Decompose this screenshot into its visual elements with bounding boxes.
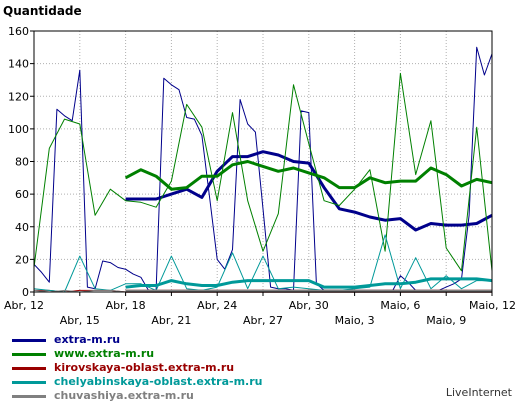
x-tick-label: Abr, 12 bbox=[4, 299, 44, 312]
brand-label: LiveInternet bbox=[445, 386, 512, 399]
line-chart: Quantidade 0 20 40 60 80 100 120 140 160 Abr, 12 Ab… bbox=[3, 4, 516, 327]
legend-swatch bbox=[12, 367, 46, 370]
legend-label: extra-m.ru bbox=[54, 333, 121, 346]
y-tick-label: 60 bbox=[15, 188, 29, 201]
legend-swatch bbox=[12, 353, 46, 356]
series-trend-4 bbox=[125, 277, 493, 289]
x-tick-label: Maio, 3 bbox=[335, 314, 375, 327]
y-tick-label: 120 bbox=[8, 90, 29, 103]
y-tick-label: 80 bbox=[15, 156, 29, 169]
y-tick-label: 40 bbox=[15, 221, 29, 234]
y-tick-label: 160 bbox=[8, 25, 29, 38]
y-tick-label: 0 bbox=[22, 286, 29, 299]
legend-label: chuvashiya.extra-m.ru bbox=[54, 389, 194, 402]
legend-swatch bbox=[12, 395, 46, 398]
legend-swatch bbox=[12, 381, 46, 384]
series-trend-2 bbox=[124, 160, 493, 191]
x-tick-label: Abr, 24 bbox=[197, 299, 237, 312]
x-tick-label: Maio, 9 bbox=[426, 314, 466, 327]
legend-label: chelyabinskaya-oblast.extra-m.ru bbox=[54, 375, 263, 388]
axes bbox=[30, 30, 493, 296]
series-line-2 bbox=[33, 72, 493, 272]
tick-labels: Quantidade 0 20 40 60 80 100 120 140 160 Abr, 12 Ab… bbox=[3, 4, 516, 327]
x-tick-label: Abr, 30 bbox=[289, 299, 329, 312]
x-tick-label: Abr, 15 bbox=[60, 314, 100, 327]
y-tick-label: 140 bbox=[8, 58, 29, 71]
x-tick-label: Abr, 27 bbox=[243, 314, 283, 327]
x-tick-label: Maio, 6 bbox=[380, 299, 420, 312]
x-tick-label: Maio, 12 bbox=[469, 299, 516, 312]
y-tick-label: 20 bbox=[15, 253, 29, 266]
legend-label: kirovskaya-oblast.extra-m.ru bbox=[54, 361, 235, 374]
legend-label: www.extra-m.ru bbox=[54, 347, 155, 360]
y-axis-title: Quantidade bbox=[3, 4, 82, 18]
y-tick-label: 100 bbox=[8, 123, 29, 136]
legend-swatch bbox=[12, 339, 46, 342]
series-trend-1 bbox=[125, 150, 493, 232]
x-tick-label: Abr, 18 bbox=[106, 299, 146, 312]
x-tick-label: Abr, 21 bbox=[151, 314, 191, 327]
